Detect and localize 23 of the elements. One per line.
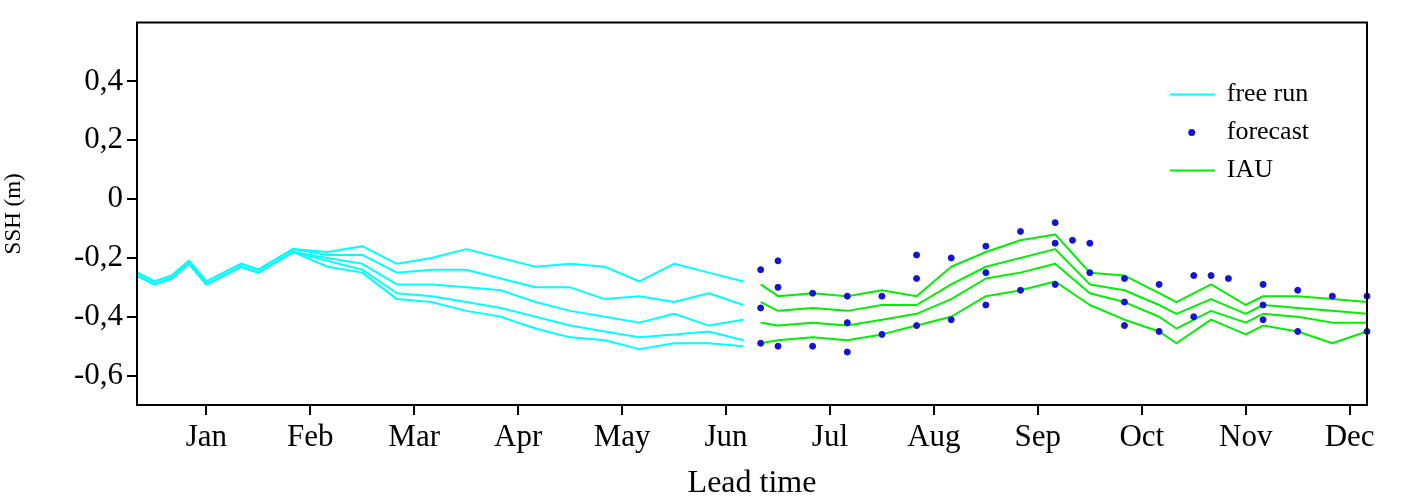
x-tick-label: Mar <box>388 417 441 453</box>
y-axis-title: SSH (m) <box>0 173 25 255</box>
x-tick-label: Jul <box>811 417 849 453</box>
x-tick-label: Nov <box>1219 417 1273 453</box>
legend-label: forecast <box>1226 116 1310 146</box>
y-tick-label: -0,2 <box>73 238 123 274</box>
x-tick-label: Jun <box>704 417 749 453</box>
legend-label: free run <box>1226 78 1309 108</box>
y-tick-label: 0,4 <box>84 61 124 97</box>
x-tick-label: Sep <box>1014 417 1062 453</box>
x-tick-label: Oct <box>1119 417 1165 453</box>
x-tick-label: Dec <box>1324 417 1375 453</box>
y-tick-label: -0,6 <box>73 355 123 391</box>
x-tick-label: Aug <box>907 417 961 453</box>
y-tick-label: 0,2 <box>84 120 123 156</box>
x-tick-label: Apr <box>494 417 543 453</box>
x-tick-label: Jan <box>185 417 228 453</box>
x-tick-label: Feb <box>286 417 334 453</box>
y-tick-label: 0 <box>107 179 123 215</box>
x-tick-label: May <box>593 417 651 453</box>
x-axis-title: Lead time <box>687 463 817 500</box>
y-tick-label: -0,4 <box>73 296 124 332</box>
legend-label: IAU <box>1226 154 1274 184</box>
